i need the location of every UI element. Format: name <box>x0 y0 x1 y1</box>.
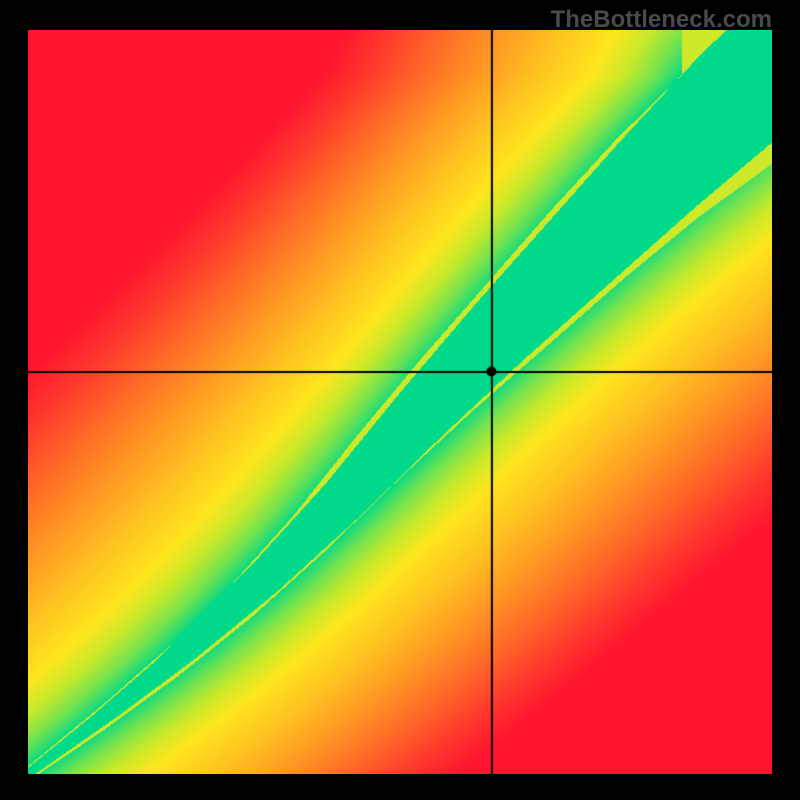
watermark-text: TheBottleneck.com <box>551 6 772 34</box>
chart-container: TheBottleneck.com <box>0 0 800 800</box>
bottleneck-heatmap <box>28 30 772 774</box>
